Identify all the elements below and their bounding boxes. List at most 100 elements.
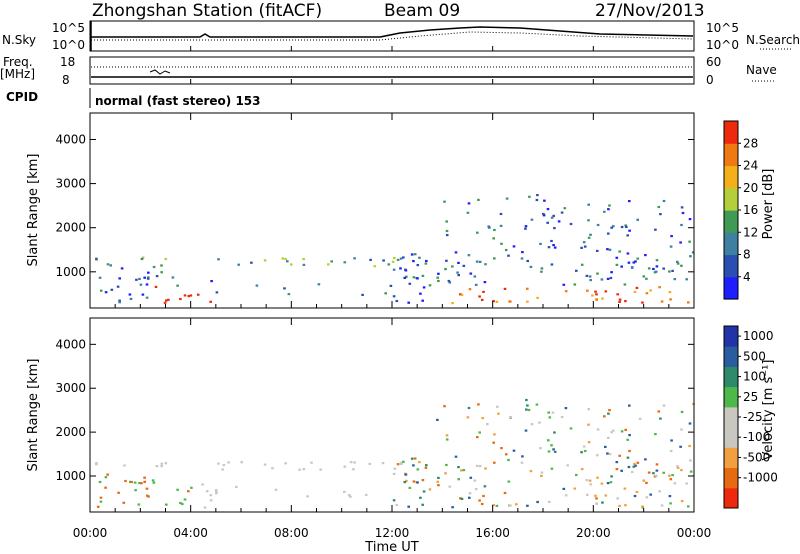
data-cell — [586, 289, 589, 292]
data-cell — [608, 248, 612, 251]
data-cell — [662, 471, 665, 474]
data-cell — [395, 503, 399, 507]
data-cell — [421, 274, 425, 277]
data-cell — [607, 412, 610, 415]
data-cell — [425, 259, 428, 263]
data-cell — [396, 463, 400, 466]
data-cell — [681, 211, 685, 215]
data-cell — [217, 462, 220, 465]
data-cell — [444, 472, 447, 475]
data-cell — [662, 404, 666, 407]
data-cell — [606, 452, 609, 455]
data-cell — [680, 223, 683, 227]
data-cell — [641, 301, 644, 304]
data-cell — [547, 450, 551, 453]
data-cell — [147, 271, 150, 274]
data-cell — [250, 261, 253, 264]
data-cell — [655, 469, 659, 472]
data-cell — [588, 479, 592, 482]
data-cell — [474, 283, 478, 286]
data-cell — [134, 489, 137, 492]
data-cell — [546, 208, 550, 211]
data-cell — [539, 242, 542, 245]
data-cell — [547, 500, 551, 503]
data-cell — [676, 465, 679, 468]
data-cell — [594, 290, 597, 293]
data-cell — [600, 482, 604, 485]
data-cell — [128, 293, 132, 296]
nsky-tick-high: 10^5 — [52, 21, 85, 35]
data-cell — [671, 269, 674, 272]
colorbar-segment — [724, 487, 738, 509]
colorbar-segment — [724, 326, 738, 347]
data-cell — [495, 504, 499, 507]
cpid-label: CPID — [6, 90, 38, 104]
data-cell — [422, 490, 426, 493]
data-cell — [141, 293, 145, 296]
data-cell — [615, 468, 619, 471]
data-cell — [670, 235, 673, 238]
data-cell — [499, 224, 503, 227]
data-cell — [633, 290, 637, 293]
top-panel-time-ticks — [89, 46, 695, 84]
data-cell — [662, 199, 666, 203]
data-cell — [215, 291, 219, 294]
data-cell — [475, 464, 479, 467]
data-cell — [437, 279, 440, 283]
data-cell — [655, 259, 659, 262]
y-tick-label: 4000 — [55, 132, 86, 146]
data-cell — [573, 283, 577, 286]
data-cell — [255, 284, 259, 287]
data-cell — [654, 270, 658, 273]
velocity-panel-frame — [89, 317, 695, 513]
data-cell — [492, 441, 495, 444]
data-cell — [349, 461, 353, 464]
data-cell — [633, 462, 636, 465]
data-cell — [456, 271, 459, 274]
data-cell — [451, 265, 454, 268]
data-cell — [416, 277, 419, 280]
freq-tick-high: 18 — [60, 55, 75, 69]
data-cell — [527, 408, 531, 412]
data-cell — [104, 486, 107, 489]
data-cell — [306, 495, 309, 498]
colorbar-tick-label: 24 — [743, 159, 758, 173]
data-cell — [227, 461, 230, 464]
data-cell — [615, 256, 619, 259]
data-cell — [460, 293, 464, 296]
velocity-y-axis: 1000 2000 3000 4000 — [55, 337, 694, 483]
x-tick-label: 04:00 — [173, 526, 208, 540]
data-cell — [369, 258, 372, 261]
data-cell — [215, 492, 218, 495]
data-cell — [669, 245, 673, 248]
data-cell — [688, 240, 691, 243]
x-tick-label: 12:00 — [375, 526, 410, 540]
data-cell — [418, 256, 421, 259]
data-cell — [196, 293, 200, 296]
data-cell — [117, 491, 120, 494]
data-cell — [392, 268, 396, 271]
data-cell — [457, 478, 460, 481]
nsky-panel: N.Sky 10^5 10^0 10^5 10^0 N.Search — [2, 20, 800, 52]
data-cell — [160, 271, 163, 274]
data-cell — [95, 462, 98, 465]
data-cell — [407, 301, 410, 304]
data-cell — [658, 286, 661, 289]
data-cell — [447, 279, 451, 283]
data-cell — [317, 283, 321, 286]
data-cell — [98, 480, 102, 484]
data-cell — [644, 254, 647, 257]
data-cell — [138, 277, 141, 280]
date-title: 27/Nov/2013 — [595, 1, 705, 21]
data-cell — [641, 505, 644, 508]
data-cell — [610, 271, 613, 274]
data-cell — [504, 248, 508, 252]
data-cell — [627, 261, 631, 264]
data-cell — [284, 462, 287, 465]
data-cell — [609, 276, 613, 280]
data-cell — [587, 423, 590, 426]
data-cell — [481, 417, 484, 420]
station-title: Zhongshan Station (fitACF) — [92, 1, 322, 21]
data-cell — [658, 490, 661, 493]
data-cell — [462, 264, 466, 267]
